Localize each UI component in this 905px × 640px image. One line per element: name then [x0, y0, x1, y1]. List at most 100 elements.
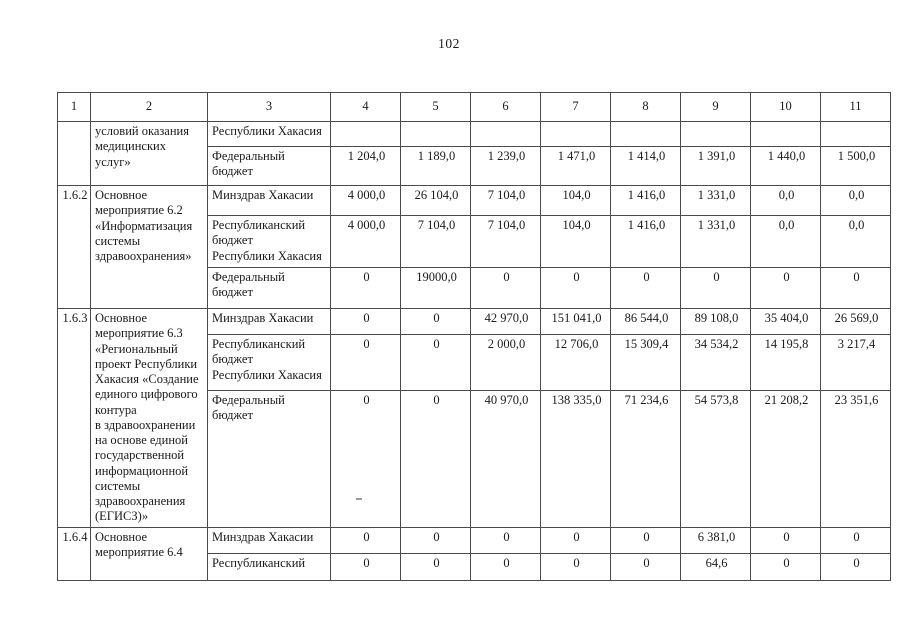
column-number: 2: [90, 92, 208, 122]
table-row: 1.6.2 Основное мероприятие 6.2 «Информат…: [57, 185, 891, 309]
table-row: 1.6.3 Основное мероприятие 6.3 «Регионал…: [57, 307, 891, 528]
value-cell: [680, 121, 751, 147]
value-cell: [470, 121, 541, 147]
value-cell: 0: [330, 552, 401, 581]
row-number-cell: 1.6.2: [57, 185, 91, 309]
table-row: Республиканский бюджет Республики Хакаси…: [58, 215, 891, 268]
value-cell: [820, 121, 891, 147]
value-cell: 0,0: [820, 215, 891, 268]
row-number-cell: [57, 121, 91, 186]
budget-source-cell: Минздрав Хакасии: [207, 185, 331, 216]
value-cell: 1 416,0: [610, 215, 681, 268]
column-number: 5: [400, 92, 471, 122]
value-cell: 89 108,0: [680, 307, 751, 336]
value-cell: 1 440,0: [750, 146, 821, 186]
column-number: 4: [330, 92, 401, 122]
value-cell: 104,0: [540, 185, 611, 216]
value-cell: 64,6: [680, 552, 751, 581]
value-cell: 40 970,0: [470, 390, 541, 528]
value-cell: 0,0: [750, 215, 821, 268]
value-cell: 0: [540, 526, 611, 554]
value-cell: 12 706,0: [540, 334, 611, 392]
value-cell: 3 217,4: [820, 334, 891, 392]
page-number: 102: [438, 36, 460, 51]
value-cell: 26 104,0: [400, 185, 471, 216]
value-cell: [610, 121, 681, 147]
column-number: 10: [750, 92, 821, 122]
value-cell: [330, 121, 401, 147]
value-cell: 86 544,0: [610, 307, 681, 336]
measure-name-cell: условий оказания медицинских услуг»: [90, 121, 208, 186]
value-cell: 4 000,0: [330, 185, 401, 216]
value-cell: 26 569,0: [820, 307, 891, 336]
value-cell: 1 331,0: [680, 215, 751, 268]
value-cell: 0: [750, 552, 821, 581]
value-cell: 0: [610, 267, 681, 309]
value-cell: 1 189,0: [400, 146, 471, 186]
value-cell: 54 573,8: [680, 390, 751, 528]
value-cell: [540, 121, 611, 147]
value-cell: 7 104,0: [400, 215, 471, 268]
value-cell: 0: [330, 267, 401, 309]
value-cell: 42 970,0: [470, 307, 541, 336]
value-cell: [750, 121, 821, 147]
value-cell: 0: [330, 307, 401, 336]
table-row: Республиканский 0 0 0 0 0 64,6 0 0: [58, 552, 891, 581]
column-number: 3: [207, 92, 331, 122]
value-cell: [400, 121, 471, 147]
value-cell: 19000,0: [400, 267, 471, 309]
table-header-row: 1 2 3 4 5 6 7 8 9 10 11: [57, 92, 891, 122]
value-cell: 14 195,8: [750, 334, 821, 392]
budget-source-cell: Республиканский бюджет Республики Хакаси…: [207, 215, 331, 268]
value-cell: 0: [540, 552, 611, 581]
value-cell: 0: [470, 526, 541, 554]
value-cell: 104,0: [540, 215, 611, 268]
value-cell: 0: [330, 526, 401, 554]
row-number-cell: 1.6.4: [57, 526, 91, 581]
budget-source-cell: Республиканский бюджет Республики Хакаси…: [207, 334, 331, 392]
row-number-cell: 1.6.3: [57, 308, 91, 528]
value-cell: 0: [400, 552, 471, 581]
value-cell: 0: [400, 307, 471, 336]
value-cell: 4 000,0: [330, 215, 401, 268]
column-number: 7: [540, 92, 611, 122]
column-number: 11: [820, 92, 891, 122]
column-number: 1: [57, 92, 91, 122]
table-row: 1.6.4 Основное мероприятие 6.4 Минздрав …: [57, 526, 891, 581]
value-cell: 0: [470, 552, 541, 581]
value-cell: 34 534,2: [680, 334, 751, 392]
value-cell: 0: [400, 334, 471, 392]
budget-source-cell: Федеральный бюджет: [207, 146, 331, 186]
budget-source-cell: Минздрав Хакасии: [207, 526, 331, 554]
value-cell: 0: [610, 526, 681, 554]
measure-name-cell: Основное мероприятие 6.2 «Информатизация…: [90, 185, 208, 309]
budget-source-cell: Минздрав Хакасии: [207, 307, 331, 336]
column-number: 8: [610, 92, 681, 122]
value-cell: 151 041,0: [540, 307, 611, 336]
value-cell: 1 391,0: [680, 146, 751, 186]
value-cell: 0: [680, 267, 751, 309]
value-cell: 0,0: [750, 185, 821, 216]
value-cell: 21 208,2: [750, 390, 821, 528]
value-cell: 1 204,0: [330, 146, 401, 186]
value-cell: 0: [540, 267, 611, 309]
column-number: 9: [680, 92, 751, 122]
budget-source-cell: Федеральный бюджет: [207, 267, 331, 309]
value-cell: 0: [400, 390, 471, 528]
value-cell: 0: [820, 552, 891, 581]
value-cell: 0: [470, 267, 541, 309]
value-cell: 1 414,0: [610, 146, 681, 186]
measure-name-cell: Основное мероприятие 6.4: [90, 526, 208, 581]
value-cell: 1 471,0: [540, 146, 611, 186]
value-cell: 15 309,4: [610, 334, 681, 392]
measure-name-cell: Основное мероприятие 6.3 «Региональный п…: [90, 308, 208, 528]
value-cell: 7 104,0: [470, 215, 541, 268]
value-cell: 0: [400, 526, 471, 554]
value-cell: 0: [610, 552, 681, 581]
value-cell: 71 234,6: [610, 390, 681, 528]
table-row: Федеральный бюджет 1 204,0 1 189,0 1 239…: [58, 146, 891, 186]
budget-table: 1 2 3 4 5 6 7 8 9 10 11 условий оказания…: [57, 92, 891, 581]
value-cell: 0: [820, 526, 891, 554]
budget-source-cell: Республики Хакасия: [207, 121, 331, 147]
value-cell: 0: [750, 267, 821, 309]
